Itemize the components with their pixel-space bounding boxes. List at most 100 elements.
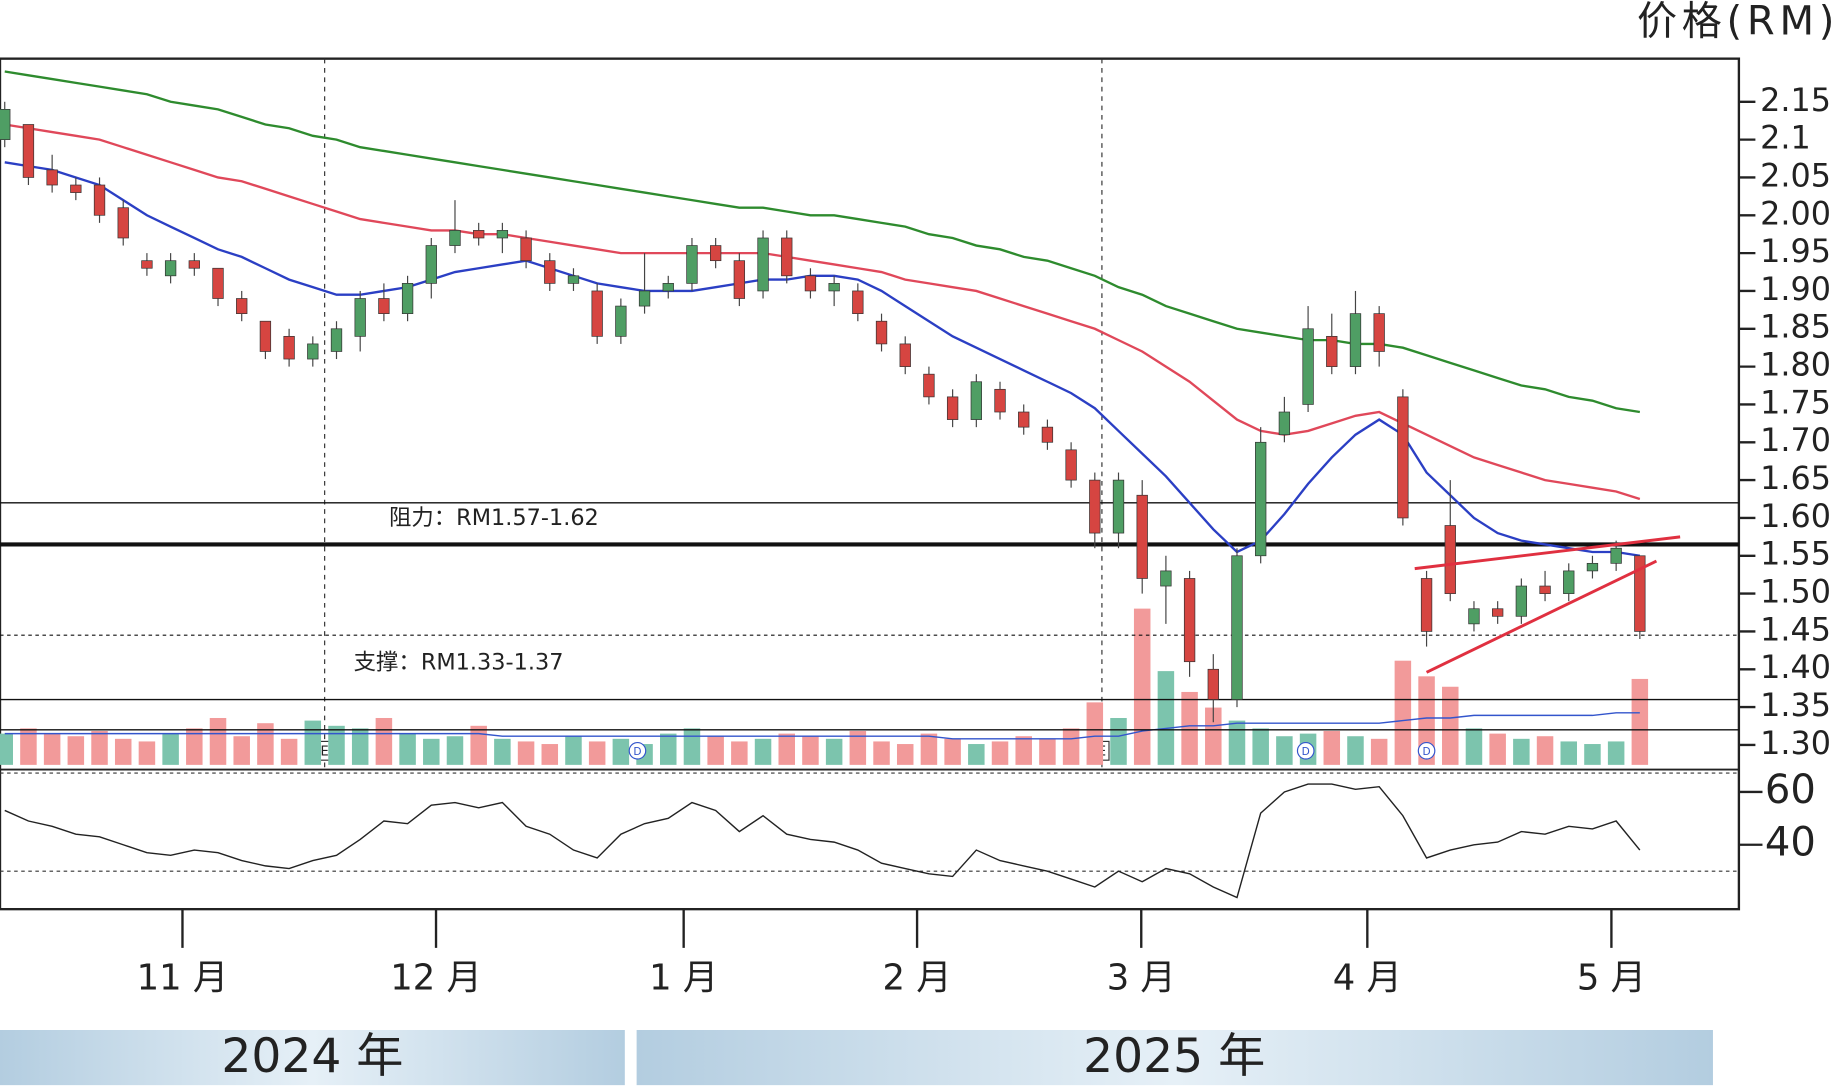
y-tick-label: 1.60: [1760, 499, 1831, 535]
candle-body: [544, 260, 556, 284]
volume-bar: [1347, 736, 1364, 765]
candle-body: [236, 298, 248, 314]
y-tick-label: 1.40: [1760, 650, 1831, 686]
x-tick-label: 2 月: [883, 958, 952, 999]
volume-bar: [233, 736, 250, 765]
candle-body: [1468, 608, 1480, 625]
moving-average: [4, 123, 1641, 501]
candle-body: [378, 298, 390, 314]
volume-bar: [1181, 691, 1198, 765]
volume-bar: [517, 741, 535, 765]
y-tick-label: 1.85: [1760, 310, 1831, 346]
candle-body: [1420, 578, 1433, 632]
volume-bar: [825, 738, 843, 765]
candle-body: [615, 305, 627, 337]
candle-body: [1563, 570, 1575, 594]
volume-bar: [375, 717, 393, 765]
candle-body: [0, 108, 11, 140]
candle-body: [638, 290, 651, 307]
volume-bar: [1062, 728, 1080, 765]
candle-body: [354, 298, 366, 337]
candle-body: [1373, 313, 1385, 352]
candle-body: [1492, 608, 1504, 617]
candle-body: [1136, 494, 1148, 579]
year-band: [0, 1029, 625, 1086]
candle-body: [188, 260, 200, 269]
volume-bar: [399, 733, 416, 765]
volume-bar: [304, 720, 322, 765]
volume-bar: [1205, 707, 1222, 765]
volume-bar: [1015, 736, 1032, 765]
candle-body: [1255, 441, 1267, 557]
candle-body: [259, 320, 272, 352]
candle-body: [1018, 411, 1030, 428]
volume-bar: [873, 741, 890, 765]
candle-body: [496, 230, 509, 239]
year-band: [636, 1029, 1713, 1086]
candle-body: [946, 396, 959, 420]
candle-body: [1278, 411, 1291, 436]
candle-body: [1586, 562, 1599, 572]
volume-bar: [660, 733, 677, 765]
y-tick-label: 1.90: [1760, 272, 1831, 308]
volume-average: [4, 712, 1640, 740]
candle-body: [164, 260, 177, 277]
volume-bar: [1418, 676, 1435, 765]
dividend-marker: [1417, 741, 1436, 760]
candle-body: [1112, 479, 1125, 534]
volume-bar: [1276, 736, 1293, 765]
candle-body: [686, 245, 698, 284]
candle-body: [212, 267, 224, 299]
volume-bar: [731, 741, 748, 765]
candle-body: [22, 124, 35, 178]
volume-bar: [1394, 660, 1412, 765]
volume-bar: [588, 741, 606, 765]
volume-bar: [186, 728, 203, 765]
volume-bar: [707, 736, 724, 765]
candle-body: [1515, 585, 1528, 617]
volume-bar: [43, 733, 61, 765]
year-label: 2025 年: [1083, 1029, 1265, 1084]
volume-bar: [1631, 678, 1649, 765]
x-tick-label: 12 月: [390, 958, 482, 999]
volume-bar: [1584, 744, 1601, 765]
candle-body: [1349, 313, 1362, 367]
y-tick-label: 1.75: [1760, 385, 1831, 421]
candle-body: [520, 237, 532, 262]
candle-body: [1207, 668, 1219, 700]
candle-body: [70, 184, 82, 193]
volume-bar: [1607, 741, 1625, 765]
candle-body: [283, 335, 295, 360]
volume-bar: [896, 744, 914, 765]
volume-bar: [754, 738, 772, 765]
y-tick-label: 2.00: [1760, 196, 1831, 232]
volume-bar: [991, 741, 1009, 765]
candle-body: [567, 275, 580, 284]
rsi-tick-label: 40: [1765, 820, 1816, 866]
volume-bar: [541, 744, 559, 765]
volume-bar: [1465, 728, 1483, 765]
volume-bar: [328, 725, 345, 765]
candle-body: [1397, 396, 1409, 519]
candle-body: [994, 388, 1006, 413]
volume-bar: [944, 738, 961, 765]
trendline: [1425, 559, 1658, 674]
candle-body: [1302, 328, 1314, 405]
candle-body: [401, 283, 414, 314]
volume-bar: [1489, 733, 1506, 765]
y-tick-label: 2.05: [1760, 158, 1831, 194]
volume-bar: [1513, 738, 1530, 765]
volume-bar: [0, 733, 13, 765]
candle-body: [591, 290, 603, 337]
volume-bar: [1228, 720, 1246, 765]
y-tick-label: 1.70: [1760, 423, 1831, 459]
volume-bar: [1110, 717, 1127, 765]
moving-average: [4, 70, 1641, 414]
volume-bar: [114, 738, 132, 765]
volume-bar: [1442, 686, 1459, 765]
volume-bar: [470, 725, 487, 765]
annotation: 支撑：RM1.33-1.37: [354, 649, 564, 675]
volume-bar: [1560, 741, 1578, 765]
candle-body: [141, 260, 153, 269]
